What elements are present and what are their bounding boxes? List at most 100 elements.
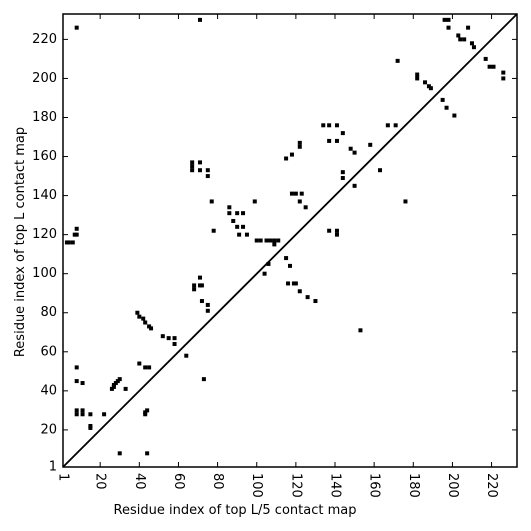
y-tick-label: 120 xyxy=(32,227,57,242)
contact-point xyxy=(254,238,259,243)
contact-point xyxy=(102,412,107,417)
y-tick-label: 40 xyxy=(40,383,57,398)
contact-point xyxy=(395,58,400,63)
contact-point xyxy=(111,384,116,389)
contact-point xyxy=(286,281,291,286)
contact-point xyxy=(487,64,492,69)
contact-point xyxy=(466,25,471,30)
contact-point xyxy=(321,123,326,128)
y-tick-label: 1 xyxy=(49,460,57,475)
contact-point xyxy=(415,76,420,81)
contact-point xyxy=(293,191,298,196)
contact-point xyxy=(483,56,488,61)
y-tick-label: 200 xyxy=(32,71,57,86)
contact-point xyxy=(358,328,363,333)
contact-point xyxy=(211,228,216,233)
contact-point xyxy=(205,302,210,307)
contact-point xyxy=(117,451,122,456)
contact-point xyxy=(145,451,150,456)
contact-point xyxy=(160,334,165,339)
contact-point xyxy=(446,17,451,22)
contact-point xyxy=(462,37,467,42)
contact-point xyxy=(291,281,296,286)
contact-point xyxy=(288,263,292,268)
contact-point xyxy=(192,287,197,292)
y-tick-label: 140 xyxy=(32,188,57,203)
contact-point xyxy=(469,41,474,46)
x-tick-label: 180 xyxy=(406,473,421,498)
contact-point xyxy=(352,150,357,155)
contact-point xyxy=(166,336,171,341)
contact-point xyxy=(205,168,210,173)
contact-point xyxy=(444,105,449,110)
plot-frame xyxy=(62,13,518,468)
contact-point xyxy=(334,228,339,233)
y-tick-label: 20 xyxy=(40,422,57,437)
contact-point xyxy=(199,283,204,288)
x-tick-label: 160 xyxy=(367,473,382,498)
contact-point xyxy=(340,170,345,175)
contact-point xyxy=(262,271,267,276)
contact-point xyxy=(190,160,195,165)
contact-point xyxy=(201,377,206,382)
contact-point xyxy=(268,238,273,243)
contact-point xyxy=(197,160,202,165)
contact-point xyxy=(272,242,277,247)
contact-point xyxy=(143,365,148,370)
x-tick-label: 40 xyxy=(132,473,147,490)
contact-point xyxy=(241,211,246,216)
y-tick-label: 160 xyxy=(32,149,57,164)
contact-point xyxy=(197,275,202,280)
contact-point xyxy=(297,144,302,149)
contact-point xyxy=(237,232,242,237)
contact-point xyxy=(327,123,332,128)
contact-point xyxy=(66,240,71,245)
contact-point xyxy=(393,123,398,128)
x-tick-label: 20 xyxy=(93,473,108,490)
contact-point xyxy=(74,232,79,237)
x-tick-label: 140 xyxy=(328,473,343,498)
x-tick-label: 220 xyxy=(484,473,499,498)
contact-point xyxy=(74,226,79,231)
x-axis-label: Residue index of top L/5 contact map xyxy=(114,503,357,518)
contact-point xyxy=(80,412,85,417)
contact-point xyxy=(192,283,197,288)
contact-point xyxy=(501,70,506,75)
contact-point xyxy=(352,183,357,188)
contact-point xyxy=(334,138,339,143)
contact-point xyxy=(88,423,93,428)
contact-point xyxy=(227,211,232,216)
contact-point xyxy=(199,299,204,304)
contact-point xyxy=(184,353,189,358)
contact-point xyxy=(297,199,302,204)
x-tick-label: 100 xyxy=(249,473,264,498)
contact-point xyxy=(172,336,177,341)
contact-point xyxy=(378,168,383,173)
contact-point xyxy=(423,80,428,85)
contact-point xyxy=(227,205,232,210)
contact-point xyxy=(197,17,202,22)
contact-point xyxy=(74,25,79,30)
contact-point xyxy=(327,228,332,233)
contact-point xyxy=(458,37,463,42)
contact-point xyxy=(244,232,249,237)
contact-point xyxy=(491,64,496,69)
contact-point xyxy=(149,326,154,331)
diagonal-line xyxy=(62,13,518,468)
contact-point xyxy=(501,76,506,81)
contact-point xyxy=(205,308,210,313)
contact-point xyxy=(442,17,447,22)
contact-point xyxy=(266,261,271,266)
contact-point xyxy=(252,199,257,204)
contact-point xyxy=(143,410,148,415)
x-tick-label: 80 xyxy=(210,473,225,490)
contact-point xyxy=(88,412,93,417)
contact-point xyxy=(297,289,302,294)
contact-point xyxy=(172,341,177,346)
contact-point xyxy=(258,238,263,243)
contact-point xyxy=(235,211,240,216)
contact-point xyxy=(456,33,461,38)
contact-point xyxy=(305,295,310,300)
x-tick-label: 1 xyxy=(56,473,71,481)
